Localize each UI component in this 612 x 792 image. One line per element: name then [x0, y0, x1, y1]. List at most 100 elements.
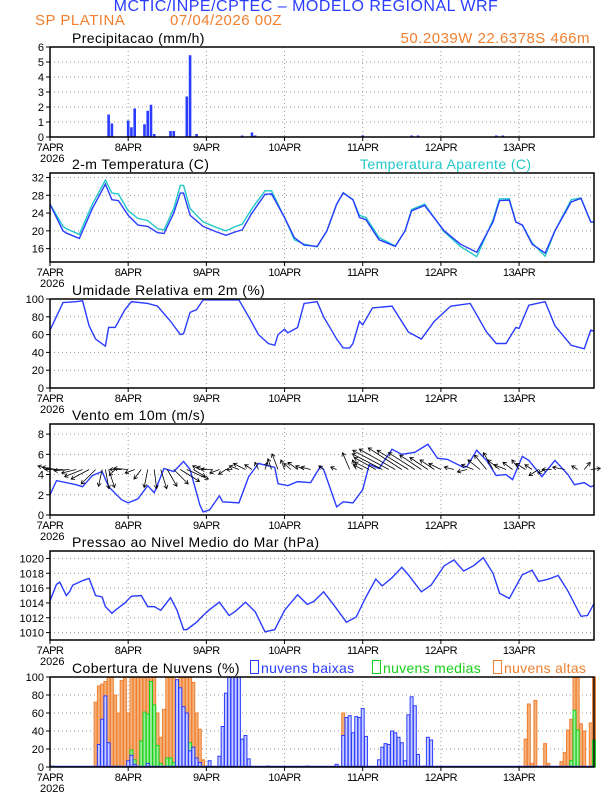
x-tick-label: 8APR	[115, 393, 142, 405]
precip-bar	[195, 134, 198, 137]
x-tick-label: 9APR	[193, 393, 220, 405]
apparent-temp-legend: Temperatura Aparente (C)	[360, 156, 532, 172]
run-date: 07/04/2026 00Z	[170, 12, 283, 29]
wind-vector-arrow	[142, 469, 149, 489]
wind-vector-arrow	[160, 469, 169, 490]
precip-bar	[126, 120, 130, 137]
pressure-title: Pressao ao Nivel Medio do Mar (hPa)	[72, 534, 320, 550]
cloud-title: Cobertura de Nuvens (%)	[72, 660, 240, 676]
cloud-bar	[93, 701, 98, 768]
y-tick-label: 0	[38, 762, 44, 774]
x-tick-label: 11APR	[347, 772, 379, 784]
cloud-bar	[116, 712, 121, 768]
wind-vector-arrow	[399, 454, 422, 470]
x-year-label: 2026	[40, 656, 64, 668]
series-line	[49, 299, 595, 350]
y-tick-label: 1018	[20, 568, 44, 580]
cloud-bar	[152, 704, 157, 768]
cloud-bar	[184, 712, 189, 768]
wind-vector-arrow	[200, 467, 213, 472]
temp-title: 2-m Temperatura (C)	[72, 156, 210, 172]
y-tick-label: 4	[38, 470, 44, 482]
cloud-bar	[344, 717, 349, 768]
wind-vector-arrow	[180, 469, 201, 482]
cloud-bar	[223, 692, 228, 768]
x-tick-label: 13APR	[503, 393, 536, 405]
cloud-bar	[188, 750, 193, 768]
y-tick-label: 20	[32, 365, 44, 377]
wind-vector-arrow	[218, 469, 227, 475]
station-coordinates: 50.2039W 22.6378S 466m	[400, 30, 590, 47]
cloud-bar	[158, 736, 163, 768]
cloud-bar	[523, 738, 528, 768]
cloud-bar	[243, 735, 248, 768]
x-tick-label: 7APR	[37, 267, 64, 279]
y-tick-label: 5	[38, 57, 44, 69]
wind-vector-arrow	[524, 464, 533, 470]
x-tick-label: 8APR	[115, 520, 142, 532]
cloud-bar	[575, 729, 580, 768]
cloud-bar	[191, 746, 196, 768]
wind-vector-arrow	[486, 459, 500, 470]
panel-frame	[49, 676, 595, 768]
x-tick-label: 13APR	[503, 520, 536, 532]
cloud-bar	[393, 732, 398, 768]
wind-vector-arrow	[358, 448, 396, 470]
cloud-bar	[240, 738, 245, 768]
y-tick-label: 16	[32, 244, 44, 256]
chart-main-title: MCTIC/INPE/CPTEC – MODELO REGIONAL WRF	[113, 0, 499, 15]
cloud-bar	[347, 715, 352, 768]
precip-bar	[133, 108, 136, 137]
y-tick-label: 24	[32, 208, 44, 220]
wind-vector-arrow	[279, 459, 285, 470]
wind-vector-arrow	[409, 457, 429, 470]
cloud-bar	[562, 752, 567, 768]
x-tick-label: 10APR	[268, 142, 301, 154]
y-tick-label: 0	[38, 383, 44, 395]
legend-box-icon	[372, 660, 381, 674]
cloud-bar	[572, 709, 577, 768]
x-tick-label: 11APR	[347, 393, 379, 405]
x-tick-label: 7APR	[37, 645, 64, 657]
cloud-bar	[406, 714, 411, 768]
wind-vector-arrow	[387, 452, 416, 470]
cloud-bar	[175, 679, 180, 768]
y-tick-label: 4	[38, 72, 44, 84]
x-year-label: 2026	[40, 404, 64, 416]
wind-vector-arrow	[193, 469, 206, 478]
wind-vector-arrow	[528, 469, 539, 476]
cloud-bar	[132, 676, 137, 768]
cloud-bar	[429, 739, 434, 768]
y-tick-label: 0	[38, 132, 44, 144]
x-tick-label: 10APR	[268, 393, 301, 405]
x-tick-label: 11APR	[347, 645, 379, 657]
precip-bar	[152, 134, 156, 137]
cloud-bar	[113, 694, 118, 768]
cloud-bar	[103, 695, 108, 768]
legend-box-icon	[250, 660, 259, 674]
y-tick-label: 100	[26, 672, 44, 684]
wind-title: Vento em 10m (m/s)	[72, 407, 206, 423]
cloud-bar	[165, 757, 170, 768]
wind-vector-arrow	[70, 469, 90, 480]
wind-vector-arrow	[244, 464, 253, 470]
series-line	[49, 178, 594, 258]
y-tick-label: 60	[32, 330, 44, 342]
precip-bar	[107, 114, 110, 137]
station-name: SP PLATINA	[35, 12, 126, 29]
wind-vector-arrow	[376, 449, 409, 470]
y-tick-label: 40	[32, 726, 44, 738]
cloud-bar	[416, 753, 421, 768]
cloud-bar	[197, 728, 202, 768]
wind-vector-arrow	[467, 459, 481, 470]
precip-bar	[169, 131, 172, 137]
x-tick-label: 8APR	[115, 645, 142, 657]
x-year-label: 2026	[40, 531, 64, 543]
x-tick-label: 10APR	[268, 520, 301, 532]
panel-1: 16 20 24 28 32 7APR 8APR 9APR 10APR 11APR 12APR 13A…	[32, 172, 595, 290]
cloud-bar	[360, 708, 365, 768]
wind-vector-arrow	[225, 467, 233, 472]
x-tick-label: 12APR	[425, 393, 458, 405]
wind-vector-arrow	[254, 461, 259, 470]
cloud-bar	[364, 735, 368, 768]
